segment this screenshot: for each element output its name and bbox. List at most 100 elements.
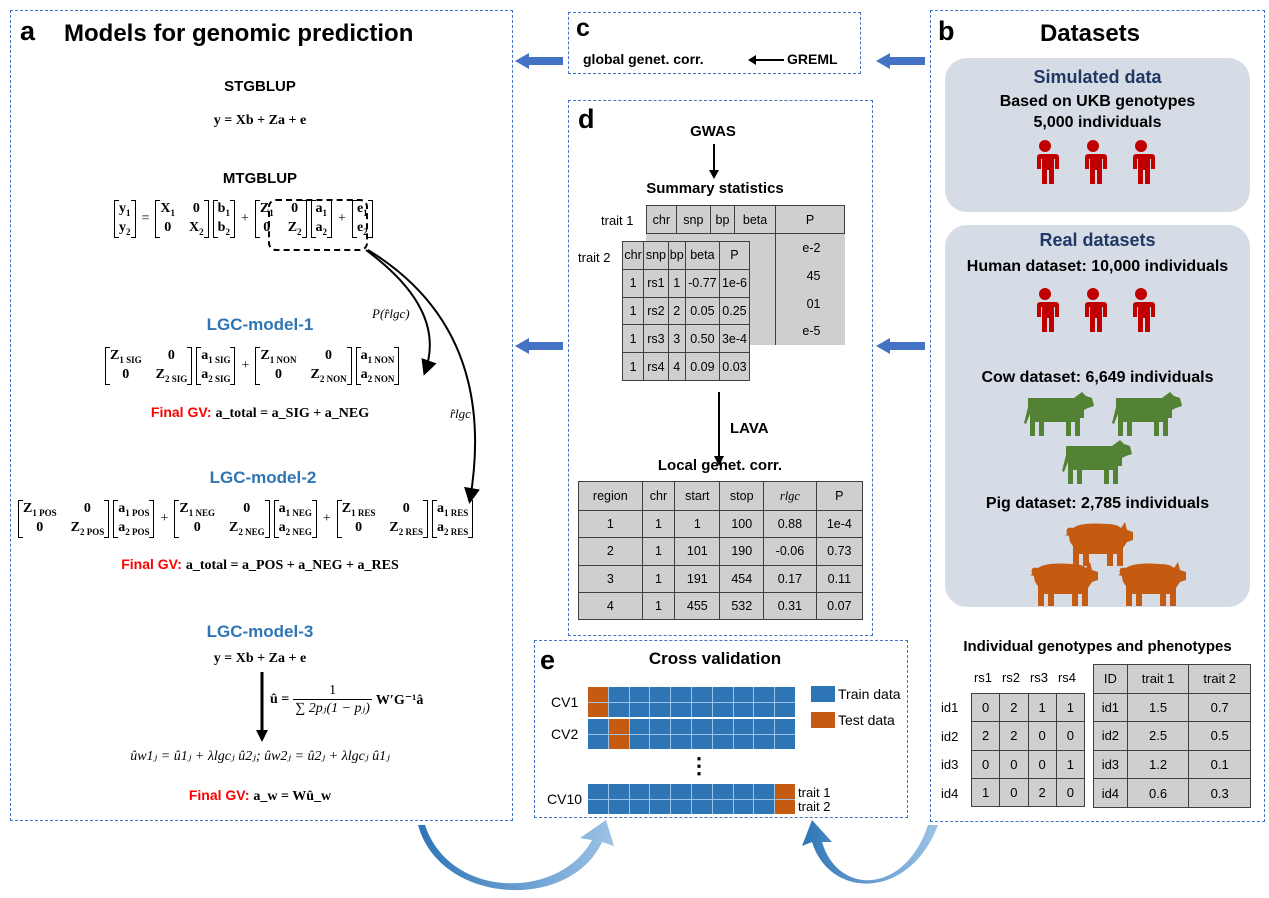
arrow-d-to-a (515, 338, 563, 354)
person-icon (1078, 140, 1108, 189)
matrix: Z1 0 0 Z2 (254, 200, 307, 238)
cv-fold-row (588, 687, 795, 717)
genotype-cell: 0 (1027, 749, 1057, 779)
train-cell (733, 702, 754, 717)
test-cell (608, 719, 629, 734)
train-cell (691, 784, 712, 799)
panel-d (568, 100, 873, 636)
table-cell: 101 (674, 537, 721, 566)
genotypes-title: Individual genotypes and phenotypes (963, 638, 1232, 655)
matrix-cell: a1 POS (118, 501, 150, 518)
table-cell: 0.5 (1188, 721, 1251, 751)
matrix-cell: a2 NON (360, 366, 395, 384)
cross-validation-title: Cross validation (648, 649, 782, 668)
table-cell: 0.25 (718, 296, 751, 326)
matrix-cell: 0 (402, 501, 410, 516)
table-cell: rs4 (643, 352, 669, 381)
cv-fold-label: CV1 (551, 694, 579, 710)
matrix-cell: a2 RES (437, 519, 469, 537)
column-header: snp (643, 241, 669, 270)
u-hat-rhs: W′G⁻¹â (375, 692, 424, 708)
table-cell: 191 (674, 564, 721, 593)
pig-icon (1065, 520, 1135, 571)
train-cell (671, 784, 691, 799)
table-cell: 4 (667, 352, 686, 381)
matrix-cell: 0 (192, 201, 200, 216)
local-genet-corr-title: Local genet. corr. (657, 457, 783, 474)
panel-letter-d: d (578, 104, 595, 134)
table-row: 2 1 101 190 -0.06 0.73 (578, 537, 864, 566)
test-cell (588, 687, 608, 702)
matrix-cell: 0 (164, 219, 172, 235)
column-header: snp (675, 205, 711, 234)
matrix: Z1 NEG 0 0 Z2 NEG (174, 500, 270, 538)
operator: + (338, 210, 346, 226)
genotype-cell: 0 (970, 692, 1001, 723)
panel-letter-b: b (938, 16, 955, 46)
train-cell (733, 784, 754, 799)
table-cell: -0.77 (684, 268, 720, 298)
cv-fold-row (588, 719, 795, 749)
genotype-cell: 2 (999, 692, 1029, 723)
column-header: rlgc (763, 480, 817, 512)
matrix-cell: Z2 POS (70, 519, 105, 537)
trait-2-table: chr snp bp beta P 1 rs1 1 -0.77 1e-6 1 rs2 2 0.05 0.25… (621, 241, 751, 381)
train-cell (733, 687, 754, 702)
table-row: 1 rs2 2 0.05 0.25 (621, 296, 751, 326)
legend-train-label: Train data (838, 686, 901, 702)
curved-arrow-a-to-e (418, 820, 614, 891)
summary-stats-title: Summary statistics (646, 180, 784, 197)
train-cell (650, 687, 671, 702)
gwas-label: GWAS (690, 123, 736, 140)
matrix-cell: 0 (291, 201, 299, 216)
matrix: Z1 NON 0 0 Z2 NON (255, 347, 352, 385)
matrix-cell: a1 NON (360, 348, 395, 365)
train-cell (775, 734, 795, 749)
datasets-title: Datasets (1039, 20, 1141, 47)
table-cell: 0.31 (763, 591, 817, 621)
matrix-cell: a1 NEG (278, 501, 312, 518)
table-cell: 0.09 (684, 352, 720, 381)
matrix-cell: 0 (36, 519, 44, 535)
matrix-cell: 0 (167, 348, 175, 363)
table-row: e-5 (647, 317, 845, 345)
train-cell (754, 799, 775, 814)
table-cell: id2 (1093, 721, 1128, 751)
operator: + (240, 210, 249, 226)
table-cell: 1 (641, 591, 676, 621)
matrix-cell: Z1 NON (260, 348, 297, 365)
matrix-cell: b2 (217, 219, 230, 237)
table-cell: 100 (719, 510, 765, 539)
trait-1-label: trait 1 (601, 213, 634, 228)
matrix-cell: e1 (356, 201, 368, 218)
table-cell: 455 (674, 591, 721, 621)
panel-letter-a: a (20, 16, 36, 46)
test-cell (608, 734, 629, 749)
table-row: 1 1 1 100 0.88 1e-4 (578, 510, 864, 539)
table-row: 1 rs4 4 0.09 0.03 (621, 352, 751, 381)
train-swatch (811, 686, 835, 702)
cv-fold-label: CV2 (551, 726, 579, 742)
snp-column-header: rs4 (1057, 670, 1077, 685)
matrix-cell: b1 (217, 201, 230, 218)
genotype-cell: 2 (970, 721, 1001, 751)
matrix: Z1 RES 0 0 Z2 RES (336, 500, 428, 538)
lgc-model-1-equation: Z1 SIG 0 0 Z2 SIG a1 SIG a2 SIG + Z1 NON 0 0 Z2 NO… (103, 347, 401, 385)
arrow-to-model-2 (367, 249, 480, 504)
lgc-model-2-final: Final GV: a_total = a_POS + a_NEG + a_RE… (0, 556, 520, 574)
train-cell (775, 687, 795, 702)
table-cell: id4 (1093, 778, 1128, 808)
arrow-to-model-1 (365, 249, 437, 376)
operator: + (160, 510, 169, 526)
global-genet-corr: global genet. corr. (583, 51, 704, 67)
train-cell (629, 719, 650, 734)
matrix-cell: Z2 NON (310, 366, 347, 384)
train-cell (691, 734, 712, 749)
train-cell (691, 702, 712, 717)
cv-fold-label: CV10 (547, 791, 583, 807)
table-cell: 0.03 (718, 352, 751, 381)
matrix-cell: a1 (315, 201, 328, 218)
train-cell (733, 799, 754, 814)
